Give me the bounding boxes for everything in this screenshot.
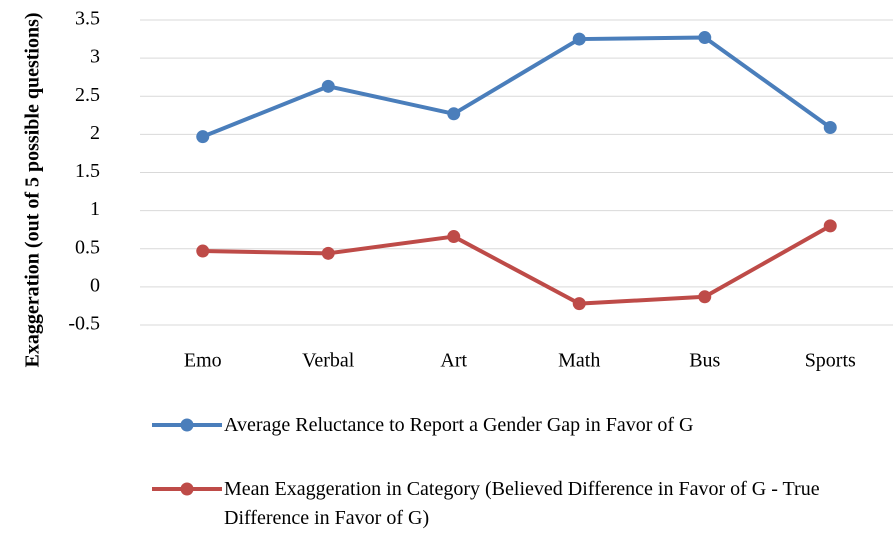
y-tick-label: 1.5 [75, 160, 100, 182]
data-point [823, 219, 837, 233]
legend-label: Average Reluctance to Report a Gender Ga… [224, 414, 694, 436]
x-tick-label: Sports [805, 350, 856, 372]
legend-label: Mean Exaggeration in Category (Believed … [224, 478, 820, 529]
series-line [202, 224, 832, 306]
data-point [572, 32, 586, 46]
legend-marker [180, 418, 194, 432]
data-point [321, 79, 335, 93]
data-point [823, 121, 837, 135]
x-tick-label: Emo [184, 350, 222, 372]
data-point [447, 230, 461, 244]
y-tick-label: 0.5 [75, 236, 100, 258]
x-tick-label: Bus [689, 350, 720, 372]
data-point [698, 290, 712, 304]
y-tick-label: 3.5 [75, 8, 100, 30]
y-tick-label: 1 [90, 198, 100, 220]
y-axis-title: Exaggeration (out of 5 possible question… [21, 12, 44, 368]
y-tick-label: 2.5 [75, 84, 100, 106]
series-line [202, 35, 832, 139]
data-point [447, 107, 461, 121]
data-point [321, 246, 335, 260]
legend-marker [180, 482, 194, 496]
x-tick-label: Math [558, 350, 600, 372]
y-tick-label: 3 [90, 46, 100, 68]
y-tick-label: 0 [90, 274, 100, 296]
data-point [572, 297, 586, 311]
x-tick-label: Art [440, 350, 467, 372]
x-tick-label: Verbal [302, 350, 355, 372]
y-tick-label: 2 [90, 122, 100, 144]
data-point [196, 130, 210, 144]
y-tick-label: -0.5 [68, 313, 100, 335]
data-point [196, 244, 210, 258]
data-point [698, 31, 712, 45]
